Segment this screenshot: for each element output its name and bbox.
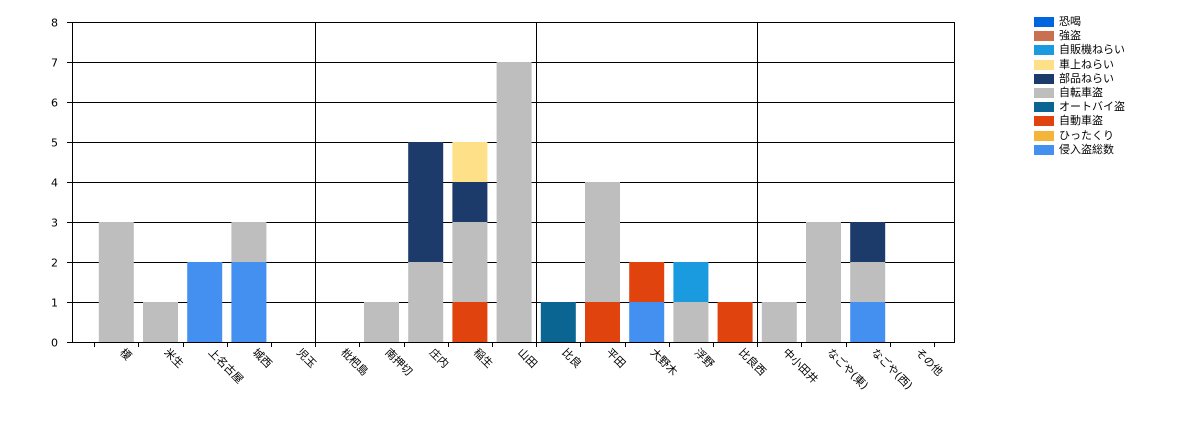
legend: 恐喝 強盗 自販機ねらい 車上ねらい 部品ねらい 自転車盗 オートバイ盗 自動車盗 ひったくり侵… (1034, 15, 1125, 157)
legend-label: 車上ねらい (1059, 57, 1114, 71)
legend-swatch (1034, 116, 1054, 127)
legend-swatch (1034, 45, 1054, 56)
x-tick-label: 上名古屋 (206, 345, 247, 386)
legend-label: 侵入盗総数 (1059, 142, 1114, 156)
bar-segment (452, 222, 488, 302)
x-tick-label: 比良西 (736, 345, 769, 378)
legend-item: 自販機ねらい (1034, 43, 1125, 57)
bars (98, 62, 886, 342)
legend-item: 車上ねらい (1034, 58, 1125, 72)
x-tick-label: 南押切 (382, 345, 415, 378)
bar-segment (452, 302, 488, 342)
bar-segment (496, 62, 532, 342)
legend-item: ひったくり (1034, 129, 1125, 143)
x-tick-label: 浮野 (692, 346, 717, 371)
y-tick-label: 1 (51, 297, 58, 310)
legend-label: 自販機ねらい (1059, 43, 1125, 57)
legend-swatch (1034, 102, 1054, 113)
legend-label: 恐喝 (1059, 15, 1081, 29)
legend-label: 自動車盗 (1059, 114, 1103, 128)
legend-swatch (1034, 88, 1054, 99)
x-tick-label: 榎 (117, 345, 135, 363)
bar-segment (98, 222, 134, 342)
legend-item: オートバイ盗 (1034, 100, 1125, 114)
legend-item: 強盗 (1034, 29, 1125, 43)
legend-swatch (1034, 130, 1054, 141)
bar-segment (850, 262, 886, 302)
x-tick-label: なごや(東) (824, 345, 871, 392)
y-tick-label: 3 (51, 217, 58, 230)
x-tick-label: 大野木 (648, 345, 681, 378)
legend-swatch (1034, 144, 1054, 155)
bar-segment (452, 182, 488, 222)
bar-segment (850, 222, 886, 262)
legend-label: オートバイ盗 (1059, 100, 1125, 114)
x-tick-label: 中小田井 (780, 345, 821, 386)
bar-segment (585, 302, 620, 342)
y-tick-label: 4 (51, 177, 58, 190)
x-tick-label: 庄内 (427, 345, 452, 370)
y-tick-label: 0 (51, 337, 58, 350)
legend-swatch (1034, 73, 1054, 84)
x-tick-label: 児玉 (294, 346, 319, 371)
bar-segment (585, 182, 620, 302)
legend-label: 自転車盗 (1059, 86, 1103, 100)
legend-swatch (1034, 31, 1054, 42)
legend-item: 自転車盗 (1034, 86, 1125, 100)
bar-segment (231, 222, 267, 262)
bar-segment (717, 302, 753, 342)
y-tick-label: 8 (51, 17, 58, 30)
x-tick-label: 稲生 (471, 345, 496, 370)
legend-item: 部品ねらい (1034, 72, 1125, 86)
bar-segment (673, 262, 709, 302)
bar-segment (408, 262, 444, 342)
bar-segment (452, 142, 488, 182)
x-tick-label: 枇杷島 (338, 345, 371, 378)
bar-segment (187, 262, 223, 342)
bar-segment (408, 142, 444, 262)
x-tick-label: 山田 (515, 346, 540, 371)
legend-label: ひったくり (1059, 128, 1114, 142)
y-tick-label: 7 (51, 57, 58, 70)
x-tick-label: 米生 (161, 345, 186, 370)
legend-swatch (1034, 59, 1054, 70)
legend-item: 自動車盗 (1034, 114, 1125, 128)
x-tick-label: 比良 (559, 345, 584, 370)
bar-segment (673, 302, 709, 342)
legend-label: 部品ねらい (1059, 71, 1114, 85)
bar-segment (231, 262, 267, 342)
y-tick-label: 5 (51, 137, 58, 150)
legend-item: 恐喝 (1034, 15, 1125, 29)
y-tick-label: 2 (51, 257, 58, 270)
y-tick-label: 6 (51, 97, 58, 110)
bar-segment (629, 262, 665, 302)
x-tick-label: なごや(西) (869, 345, 916, 392)
x-tick-label: 平田 (603, 346, 628, 371)
bar-segment (143, 302, 178, 342)
bar-segment (806, 222, 841, 342)
bar-segment (850, 302, 886, 342)
legend-label: 強盗 (1059, 29, 1081, 43)
bar-segment (761, 302, 797, 342)
x-tick-label: その他 (913, 346, 946, 379)
bar-segment (364, 302, 399, 342)
plot-frame (72, 22, 955, 343)
bar-segment (629, 302, 665, 342)
axes (67, 22, 955, 347)
legend-swatch (1034, 17, 1054, 28)
x-tick-label: 城西 (250, 346, 275, 371)
legend-item: 侵入盗総数 (1034, 143, 1125, 157)
bar-segment (540, 302, 576, 342)
